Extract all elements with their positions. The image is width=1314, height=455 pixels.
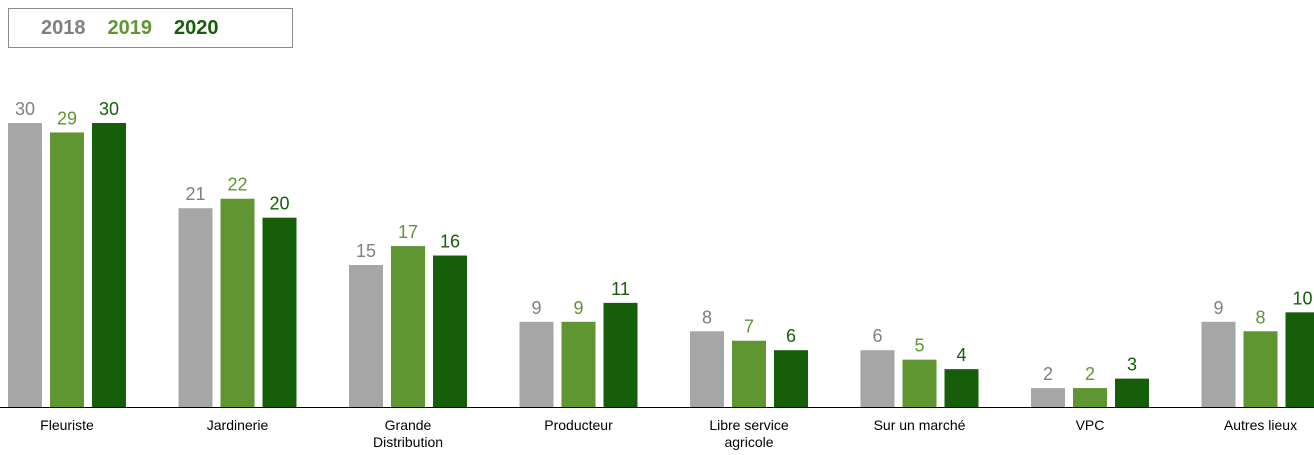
data-label-2018-2: 15 — [356, 241, 376, 261]
bar-2018-5 — [860, 350, 895, 407]
data-label-2020-2: 16 — [440, 232, 460, 252]
data-label-2018-1: 21 — [185, 184, 205, 204]
category-label-7-0: Autres lieux — [1224, 417, 1297, 433]
category-label-4-0: Libre service — [709, 417, 789, 433]
bar-2018-4 — [690, 331, 724, 407]
bar-2020-0 — [92, 123, 126, 407]
data-label-2020-0: 30 — [99, 99, 119, 119]
bar-2020-2 — [433, 255, 467, 407]
chart-legend: 2018 2019 2020 — [8, 8, 293, 48]
bar-2019-2 — [391, 246, 425, 407]
bar-2020-7 — [1285, 312, 1314, 407]
bar-2019-7 — [1243, 331, 1278, 407]
category-label-4-1: agricole — [724, 434, 773, 450]
data-label-2020-4: 6 — [786, 326, 796, 346]
bar-2019-3 — [561, 321, 596, 407]
data-label-2018-5: 6 — [872, 326, 882, 346]
data-label-2019-2: 17 — [398, 222, 418, 242]
bar-2018-0 — [8, 123, 42, 407]
bar-2020-5 — [944, 369, 979, 407]
data-label-2018-4: 8 — [702, 307, 712, 327]
bar-2020-4 — [774, 350, 808, 407]
bar-2019-0 — [50, 132, 84, 407]
category-label-1-0: Jardinerie — [207, 417, 269, 433]
bar-2020-6 — [1115, 378, 1149, 407]
bar-2019-1 — [220, 198, 255, 407]
data-label-2018-3: 9 — [531, 298, 541, 318]
data-label-2018-0: 30 — [15, 99, 35, 119]
legend-item-2019: 2019 — [107, 16, 153, 39]
category-label-6-0: VPC — [1076, 417, 1105, 433]
category-label-2-0: Grande — [385, 417, 432, 433]
legend-item-2018: 2018 — [41, 16, 86, 39]
legend-item-2020: 2020 — [174, 16, 219, 39]
data-label-2019-4: 7 — [744, 317, 754, 337]
data-label-2020-6: 3 — [1127, 355, 1137, 375]
bar-2018-2 — [349, 265, 383, 407]
category-label-3-0: Producteur — [544, 417, 613, 433]
data-label-2020-1: 20 — [269, 194, 289, 214]
bar-2019-4 — [732, 340, 766, 407]
bar-2018-7 — [1201, 321, 1236, 407]
data-label-2019-1: 22 — [227, 175, 247, 195]
bar-2020-1 — [262, 217, 297, 407]
data-label-2020-5: 4 — [956, 345, 966, 365]
category-label-2-1: Distribution — [373, 434, 443, 450]
bar-2018-6 — [1031, 388, 1065, 407]
data-label-2019-7: 8 — [1255, 307, 1265, 327]
data-label-2019-5: 5 — [914, 336, 924, 356]
data-label-2019-3: 9 — [573, 298, 583, 318]
data-label-2019-6: 2 — [1085, 364, 1095, 384]
data-label-2020-7: 10 — [1292, 288, 1312, 308]
bar-2020-3 — [603, 302, 638, 407]
bar-2018-3 — [519, 321, 554, 407]
bar-2018-1 — [178, 208, 213, 407]
category-label-0-0: Fleuriste — [40, 417, 94, 433]
data-label-2020-3: 11 — [611, 279, 630, 299]
data-label-2019-0: 29 — [57, 108, 77, 128]
category-label-5-0: Sur un marché — [874, 417, 966, 433]
bar-2019-5 — [902, 359, 937, 407]
data-label-2018-7: 9 — [1213, 298, 1223, 318]
bar-2019-6 — [1073, 388, 1107, 407]
data-label-2018-6: 2 — [1043, 364, 1053, 384]
